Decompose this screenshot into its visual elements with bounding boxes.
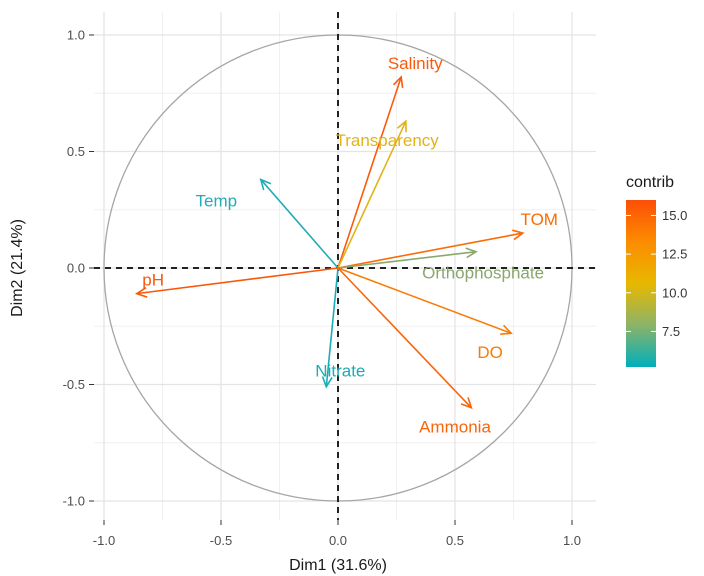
x-axis-ticks: -1.0 -0.5 0.0 0.5 1.0	[93, 520, 581, 548]
x-tick-label: -1.0	[93, 533, 115, 548]
arrow-salinity	[337, 75, 404, 269]
variable-label-transparency: Transparency	[335, 131, 439, 150]
legend-colorbar	[626, 200, 656, 367]
legend-tick-label: 15.0	[662, 208, 687, 223]
y-axis-title: Dim2 (21.4%)	[9, 219, 26, 317]
arrow-shaft-salinity	[337, 76, 402, 269]
arrow-shaft-ph	[136, 267, 339, 295]
variable-label-orthophosphate: Orthophosphate	[422, 264, 544, 283]
y-tick-label: 1.0	[67, 28, 85, 43]
arrow-ammonia	[337, 267, 473, 410]
arrow-tom	[337, 229, 525, 269]
variable-label-do: DO	[477, 343, 503, 362]
x-tick-label: 0.5	[446, 533, 464, 548]
legend-tick-label: 7.5	[662, 324, 680, 339]
arrow-head-do	[500, 324, 513, 336]
variable-label-salinity: Salinity	[388, 54, 443, 73]
y-tick-label: 0.0	[67, 261, 85, 276]
legend-ticks: 15.0 12.5 10.0 7.5	[626, 208, 687, 339]
arrow-head-transparency	[396, 119, 407, 133]
y-tick-label: 0.5	[67, 144, 85, 159]
variable-label-ph: pH	[142, 271, 164, 290]
arrow-head-nitrate	[321, 376, 333, 389]
variable-label-nitrate: Nitrate	[315, 362, 365, 381]
y-tick-label: -0.5	[63, 377, 85, 392]
y-axis-ticks: 1.0 0.5 0.0 -0.5 -1.0	[63, 28, 94, 509]
arrow-nitrate	[321, 267, 339, 389]
arrow-shaft-nitrate	[325, 267, 339, 387]
arrow-shaft-temp	[260, 178, 339, 269]
arrow-orthophosphate	[337, 247, 478, 269]
variable-label-ammonia: Ammonia	[419, 417, 491, 436]
arrow-shaft-orthophosphate	[337, 250, 477, 269]
arrow-shaft-do	[337, 267, 512, 334]
variable-label-tom: TOM	[521, 210, 558, 229]
x-tick-label: 0.0	[329, 533, 347, 548]
legend-tick-label: 12.5	[662, 247, 687, 262]
x-tick-label: 1.0	[563, 533, 581, 548]
y-tick-label: -1.0	[63, 494, 85, 509]
arrow-shaft-transparency	[337, 120, 407, 269]
contrib-legend: contrib 15.0 12.5 10.0 7.5	[626, 174, 687, 367]
arrow-transparency	[337, 119, 407, 269]
arrow-head-ammonia	[460, 397, 473, 410]
variable-arrows	[134, 75, 525, 410]
arrow-head-tom	[512, 229, 525, 241]
x-axis-title: Dim1 (31.6%)	[289, 557, 387, 574]
arrow-ph	[134, 267, 339, 298]
arrow-head-temp	[259, 178, 272, 191]
variable-labels: Salinity Transparency Temp TOM Orthophosphat…	[142, 54, 558, 436]
arrow-shaft-ammonia	[337, 267, 472, 409]
arrow-head-ph	[134, 286, 148, 298]
arrow-temp	[259, 178, 339, 269]
legend-tick-label: 10.0	[662, 285, 687, 300]
x-tick-label: -0.5	[210, 533, 232, 548]
legend-title: contrib	[626, 174, 674, 191]
variable-label-temp: Temp	[196, 191, 238, 210]
arrow-shaft-tom	[337, 232, 524, 269]
arrow-head-salinity	[392, 75, 404, 88]
arrow-head-orthophosphate	[465, 247, 478, 259]
arrow-do	[337, 267, 513, 336]
